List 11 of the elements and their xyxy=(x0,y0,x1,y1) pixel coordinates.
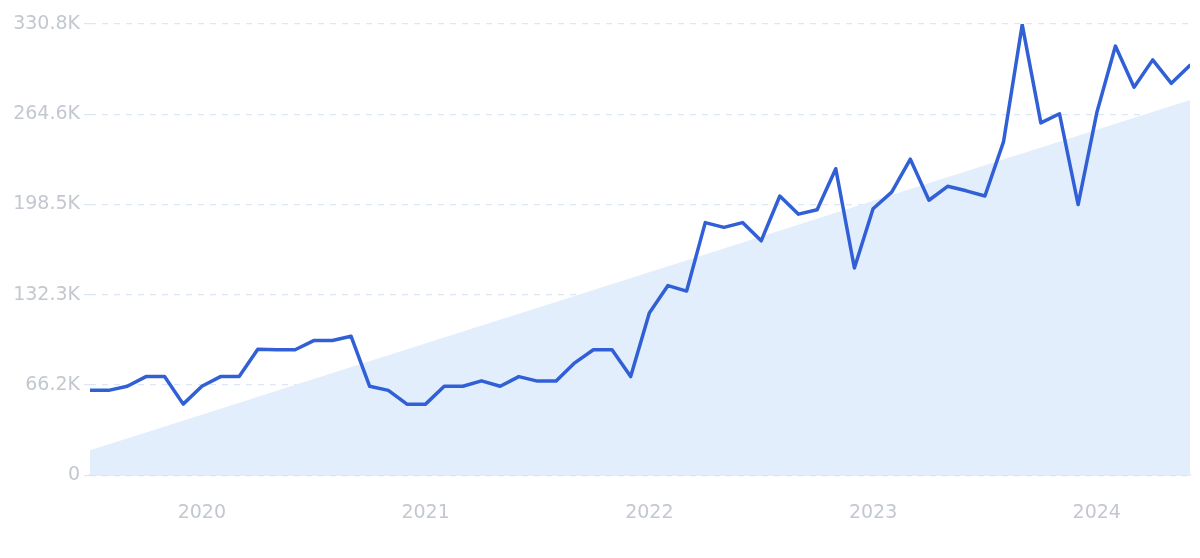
x-tick-label: 2023 xyxy=(848,499,898,522)
x-tick-label: 2020 xyxy=(177,499,227,522)
y-tick-label: 330.8K xyxy=(13,10,81,33)
x-tick-label: 2021 xyxy=(401,499,450,522)
x-tick-label: 2022 xyxy=(625,499,674,522)
y-tick-label: 198.5K xyxy=(13,191,81,214)
y-tick-label: 132.3K xyxy=(13,281,81,304)
y-tick-label: 264.6K xyxy=(13,101,81,124)
y-tick-label: 66.2K xyxy=(25,371,81,394)
y-tick-label: 0 xyxy=(67,462,80,485)
x-tick-label: 2024 xyxy=(1072,499,1121,522)
